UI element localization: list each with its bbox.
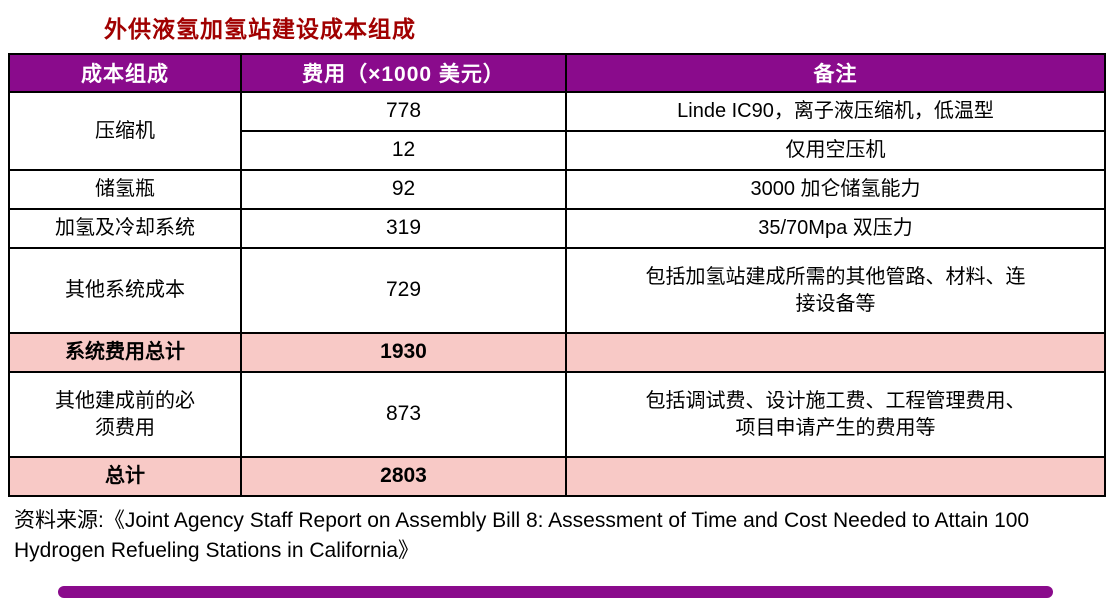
cell-note-grand-total (565, 456, 1106, 497)
cell-note-system-total (565, 332, 1106, 373)
cell-cost-grand-total: 总计 (8, 456, 242, 497)
row-pre-construction: 其他建成前的必须费用 873 包括调试费、设计施工费、工程管理费用、项目申请产生… (8, 371, 1106, 458)
note-text: 包括加氢站建成所需的其他管路、材料、连接设备等 (645, 265, 1026, 315)
cell-note-other-system: 包括加氢站建成所需的其他管路、材料、连接设备等 (565, 247, 1106, 334)
cell-fee-system-total: 1930 (240, 332, 567, 373)
cost-table: 成本组成 费用（×1000 美元） 备注 压缩机 778 Linde IC90，… (8, 53, 1106, 497)
cell-cost-storage: 储氢瓶 (8, 169, 242, 210)
header-row: 成本组成 费用（×1000 美元） 备注 (8, 53, 1106, 93)
cell-fee-other-system: 729 (240, 247, 567, 334)
cell-fee-pre-construction: 873 (240, 371, 567, 458)
row-compressor-1: 压缩机 778 Linde IC90，离子液压缩机，低温型 (8, 91, 1106, 171)
header-fee: 费用（×1000 美元） (240, 53, 567, 93)
row-compressor-2: 12 仅用空压机 (9, 130, 1106, 171)
cell-note-refueling: 35/70Mpa 双压力 (565, 208, 1106, 249)
bottom-accent-bar (58, 586, 1053, 598)
row-grand-total: 总计 2803 (8, 456, 1106, 497)
cell-fee-compressor-2: 12 (240, 130, 567, 171)
cell-cost-other-system: 其他系统成本 (8, 247, 242, 334)
header-remark: 备注 (565, 53, 1106, 93)
cell-cost-system-total: 系统费用总计 (8, 332, 242, 373)
cell-cost-compressor: 压缩机 (8, 91, 242, 171)
cell-fee-refueling: 319 (240, 208, 567, 249)
note-text: 包括调试费、设计施工费、工程管理费用、项目申请产生的费用等 (645, 389, 1026, 439)
cell-note-storage: 3000 加仑储氢能力 (565, 169, 1106, 210)
table-title: 外供液氢加氢站建设成本组成 (104, 16, 416, 42)
cost-text: 其他建成前的必须费用 (55, 389, 195, 439)
row-system-total: 系统费用总计 1930 (8, 332, 1106, 373)
row-storage-tank: 储氢瓶 92 3000 加仑储氢能力 (8, 169, 1106, 210)
cell-fee-storage: 92 (240, 169, 567, 210)
cell-cost-refueling: 加氢及冷却系统 (8, 208, 242, 249)
cell-fee-grand-total: 2803 (240, 456, 567, 497)
row-refueling-cooling: 加氢及冷却系统 319 35/70Mpa 双压力 (8, 208, 1106, 249)
header-cost-component: 成本组成 (8, 53, 242, 93)
cell-note-compressor-2: 仅用空压机 (565, 130, 1106, 171)
row-other-system: 其他系统成本 729 包括加氢站建成所需的其他管路、材料、连接设备等 (8, 247, 1106, 334)
cell-note-compressor-1: Linde IC90，离子液压缩机，低温型 (565, 91, 1106, 132)
source-citation: 资料来源:《Joint Agency Staff Report on Assem… (14, 509, 1030, 563)
cell-fee-compressor-1: 778 (240, 91, 567, 132)
cell-cost-pre-construction: 其他建成前的必须费用 (8, 371, 242, 458)
cell-note-pre-construction: 包括调试费、设计施工费、工程管理费用、项目申请产生的费用等 (565, 371, 1106, 458)
